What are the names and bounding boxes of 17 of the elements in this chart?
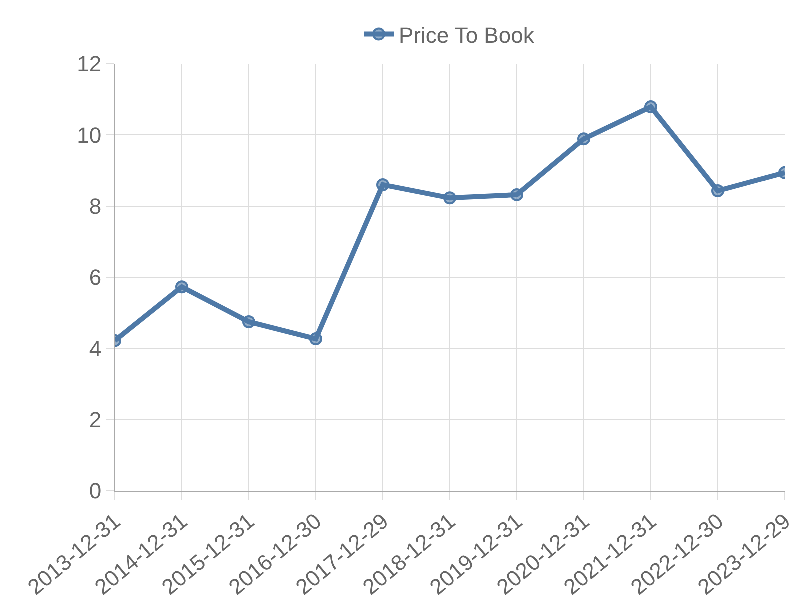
y-tick-label: 2 xyxy=(89,408,102,433)
point xyxy=(310,332,322,346)
point xyxy=(376,178,390,192)
y-tick-label: 12 xyxy=(77,52,102,77)
y-tick-label: 8 xyxy=(89,194,102,220)
point xyxy=(510,188,524,202)
legend-label: Price To Book xyxy=(399,22,536,48)
y-tick-label: 6 xyxy=(89,265,102,290)
point xyxy=(444,192,456,205)
point xyxy=(712,184,724,198)
point xyxy=(644,100,658,114)
y-tick-label: 4 xyxy=(89,336,102,362)
point xyxy=(578,132,590,146)
point xyxy=(176,280,188,294)
point xyxy=(242,315,256,328)
y-tick-label: 0 xyxy=(89,478,102,504)
y-tick-label: 10 xyxy=(77,122,102,148)
